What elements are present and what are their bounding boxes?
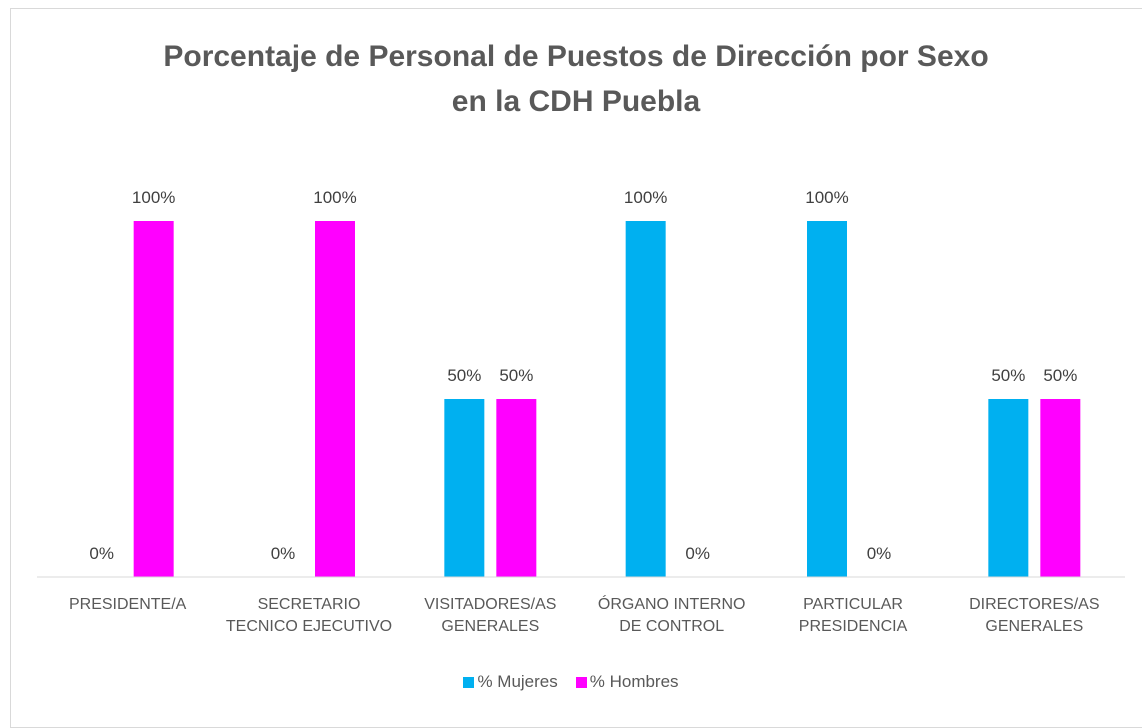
bar <box>315 221 355 577</box>
bar <box>444 399 485 577</box>
x-tick-label: DIRECTORES/AS GENERALES <box>969 596 1100 635</box>
bar <box>1040 399 1081 577</box>
value-label: 100% <box>805 188 848 207</box>
legend-item: % Mujeres <box>463 672 558 692</box>
value-label: 0% <box>685 544 710 563</box>
value-label: 0% <box>867 544 892 563</box>
x-tick-label: PRESIDENTE/A <box>68 596 187 613</box>
x-tick-label: ÓRGANO INTERNO DE CONTROL <box>597 596 746 635</box>
legend: % Mujeres % Hombres <box>0 672 1142 692</box>
bar <box>133 221 174 577</box>
legend-swatch <box>575 676 587 688</box>
value-label: 100% <box>132 188 175 207</box>
value-label: 50% <box>447 366 481 385</box>
value-label: 50% <box>991 366 1025 385</box>
bar <box>807 221 847 577</box>
x-tick-label: VISITADORES/AS GENERALES <box>424 596 557 635</box>
legend-label: % Mujeres <box>477 672 558 691</box>
bar <box>988 399 1029 577</box>
bar <box>496 399 537 577</box>
value-label: 50% <box>1043 366 1077 385</box>
x-tick-label: SECRETARIO TECNICO EJECUTIVO <box>225 596 393 635</box>
legend-swatch <box>463 676 475 688</box>
legend-label: % Hombres <box>589 672 679 691</box>
legend-item: % Hombres <box>575 672 679 692</box>
value-label: 0% <box>89 544 114 563</box>
value-label: 0% <box>271 544 296 563</box>
value-label: 50% <box>499 366 533 385</box>
bar <box>625 221 666 577</box>
value-label: 100% <box>313 188 356 207</box>
value-label: 100% <box>624 188 667 207</box>
chart-title: Porcentaje de Personal de Puestos de Dir… <box>163 40 989 118</box>
x-tick-label: PARTICULAR PRESIDENCIA <box>798 596 908 635</box>
